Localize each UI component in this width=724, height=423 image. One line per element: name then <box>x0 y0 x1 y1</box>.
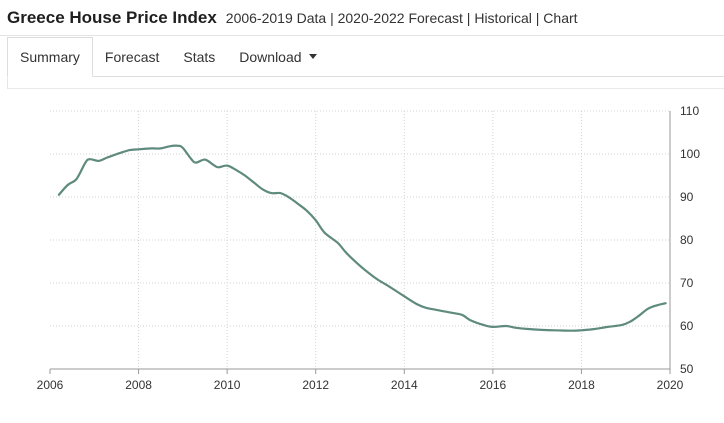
y-tick-label-2: 70 <box>680 276 694 290</box>
page-subtitle[interactable]: 2006-2019 Data | 2020-2022 Forecast | Hi… <box>225 9 578 26</box>
y-tick-label-4: 90 <box>680 190 694 204</box>
x-tick-label-0: 2006 <box>37 378 64 392</box>
tab-bar: Summary Forecast Stats Download <box>7 37 724 77</box>
panel-divider <box>7 77 724 89</box>
y-tick-label-0: 50 <box>680 362 694 376</box>
x-tick-label-6: 2018 <box>568 378 595 392</box>
x-tick-label-1: 2008 <box>125 378 152 392</box>
page-title: Greece House Price Index <box>7 7 217 27</box>
tab-download[interactable]: Download <box>227 37 328 76</box>
y-tick-label-3: 80 <box>680 233 694 247</box>
y-tick-label-6: 110 <box>680 104 699 118</box>
grid-lines <box>50 110 670 369</box>
x-tick-label-2: 2010 <box>214 378 241 392</box>
y-tick-label-5: 100 <box>680 147 700 161</box>
chart-axes <box>49 111 671 374</box>
series-layer <box>57 144 667 332</box>
tick-labels: 50 60 70 80 90 100 110 2006 2008 2010 2012 2014 2016… <box>37 104 701 392</box>
chart-header: Greece House Price Index 2006-2019 Data … <box>0 0 724 36</box>
y-tick-label-1: 60 <box>680 319 694 333</box>
series-line-0 <box>57 144 667 332</box>
tab-summary-label: Summary <box>20 49 80 65</box>
x-tick-label-7: 2020 <box>657 378 684 392</box>
tab-stats[interactable]: Stats <box>171 37 227 76</box>
tab-forecast[interactable]: Forecast <box>93 37 171 76</box>
tab-download-label: Download <box>239 48 302 65</box>
tab-forecast-label: Forecast <box>104 48 160 65</box>
tab-summary[interactable]: Summary <box>7 37 93 77</box>
tab-stats-label: Stats <box>183 48 216 65</box>
caret-down-icon <box>308 54 317 59</box>
x-tick-label-4: 2014 <box>391 378 418 392</box>
x-tick-label-3: 2012 <box>302 378 329 392</box>
x-tick-label-5: 2016 <box>480 378 507 392</box>
